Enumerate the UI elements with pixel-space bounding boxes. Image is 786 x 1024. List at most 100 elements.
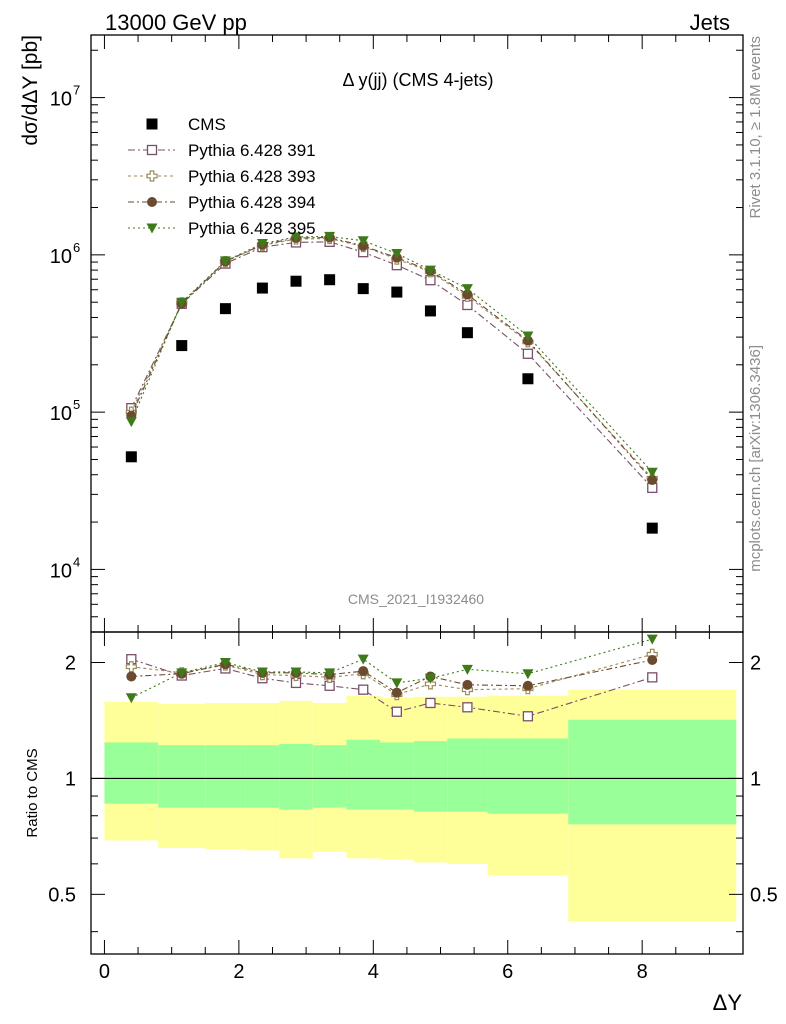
cms-data-point <box>357 283 369 295</box>
cms-data-point <box>324 274 336 286</box>
mc-series-4-point <box>256 239 268 250</box>
green-band <box>205 745 246 808</box>
ratio-series-3-point <box>126 671 137 682</box>
legend-label: Pythia 6.428 395 <box>188 219 316 238</box>
green-band <box>312 745 347 808</box>
green-band <box>279 743 313 810</box>
x-tick-label: 0 <box>99 961 110 983</box>
ratio-series-2-line <box>131 653 653 696</box>
cms-data-point <box>125 451 137 463</box>
ratio-series-4-point <box>219 657 231 668</box>
ratio-series-2-point <box>125 661 137 673</box>
mc-series-1-line <box>130 241 653 489</box>
mc-series-4-point <box>324 231 336 242</box>
legend-label: Pythia 6.428 391 <box>188 141 316 160</box>
ratio-plot-panel: 0.5 0.5 1 1 2 2 0 2 4 6 8 Ratio to CMS ΔY <box>24 631 778 1015</box>
y-tick-label-exponent: 5 <box>73 397 80 412</box>
y-tick-label: 10 <box>50 403 72 425</box>
cms-data-point <box>461 327 473 339</box>
green-band <box>158 745 206 808</box>
ratio-series-2-point <box>424 678 437 690</box>
plot-title: Δ y(jj) (CMS 4-jets) <box>342 70 493 90</box>
ratio-series-4-point <box>125 693 137 704</box>
ratio-y-tick-label: 1 <box>65 768 76 790</box>
ratio-series-3-point <box>391 687 402 698</box>
x-axis-label: ΔY <box>713 990 743 1015</box>
main-plot-marks <box>125 231 658 534</box>
y-tick-label-exponent: 4 <box>73 554 80 569</box>
legend-marker <box>146 118 158 130</box>
ratio-series-4-line <box>131 638 653 699</box>
mc-series-4-point <box>646 467 658 478</box>
mc-series-4-point <box>125 417 137 428</box>
ratio-series-1-point <box>462 702 473 713</box>
ratio-series-3-line <box>131 659 653 694</box>
ratio-y-tick-label-right: 2 <box>750 652 761 674</box>
ratio-plot-marks <box>125 634 658 722</box>
header-left: 13000 GeV pp <box>105 10 247 35</box>
x-tick-label: 6 <box>502 961 513 983</box>
ratio-series-4-point <box>461 664 473 675</box>
mc-series-4-point <box>290 232 302 243</box>
ratio-series-4-point <box>176 668 188 679</box>
ratio-series-4-point <box>357 654 369 665</box>
green-band <box>568 719 737 825</box>
ratio-series-1-line <box>131 658 653 717</box>
ratio-series-1-point <box>522 711 534 722</box>
ratio-y-tick-label-right: 1 <box>750 768 761 790</box>
green-band <box>245 745 280 808</box>
mc-series-4-point <box>357 236 369 247</box>
ratio-plot-axes: 0.5 0.5 1 1 2 2 0 2 4 6 8 <box>48 632 778 983</box>
uncertainty-bands <box>91 689 743 922</box>
ratio-y-tick-label: 0.5 <box>48 884 76 906</box>
ratio-series-1-point <box>425 697 436 709</box>
mc-series-1-point <box>522 348 534 359</box>
mc-series-4-point <box>391 249 403 260</box>
ratio-y-axis-label: Ratio to CMS <box>24 748 41 837</box>
cms-data-point <box>256 282 268 294</box>
cms-data-point <box>646 522 658 534</box>
legend-label: Pythia 6.428 393 <box>188 167 316 186</box>
ratio-series-1-point <box>391 706 402 717</box>
header-right: Jets <box>690 10 730 35</box>
y-tick-label: 10 <box>50 89 72 111</box>
main-y-axis-label: dσ/dΔY [pb] <box>19 35 42 146</box>
green-band <box>447 738 488 812</box>
mc-series-4-line <box>130 235 653 473</box>
y-tick-label-exponent: 7 <box>73 83 80 98</box>
y-tick-label: 10 <box>50 246 72 268</box>
legend-marker <box>147 197 157 207</box>
mc-series-4-point <box>522 331 534 342</box>
x-tick-label: 2 <box>233 961 244 983</box>
legend-label: Pythia 6.428 394 <box>188 193 316 212</box>
legend-label: CMS <box>188 115 226 134</box>
mc-series-4-point <box>176 297 188 308</box>
ratio-series-3-point <box>462 679 473 690</box>
ratio-series-1-point <box>358 684 369 695</box>
green-band <box>104 742 159 804</box>
ratio-series-4-point <box>256 667 268 678</box>
mc-series-3-point <box>462 289 473 300</box>
cms-data-point <box>424 305 436 317</box>
mc-series-3-line <box>130 236 653 481</box>
rivet-label: Rivet 3.1.10, ≥ 1.8M events <box>747 36 764 219</box>
mc-series-4-point <box>219 256 231 267</box>
ratio-series-4-point <box>324 668 336 679</box>
cms-data-point <box>176 340 188 352</box>
ratio-series-4-point <box>424 673 436 684</box>
legend: CMS Pythia 6.428 391 Pythia 6.428 393 Pythi… <box>128 115 316 238</box>
cms-data-point <box>522 373 534 385</box>
mc-series-4-point <box>424 265 436 276</box>
legend-marker <box>146 144 158 156</box>
ratio-y-tick-label-right: 0.5 <box>750 884 778 906</box>
x-tick-label: 4 <box>368 961 379 983</box>
cms-data-point <box>290 275 302 287</box>
green-band <box>346 739 381 810</box>
green-band <box>413 741 448 812</box>
ratio-series-4-point <box>646 634 658 645</box>
ratio-plot-frame <box>90 631 744 955</box>
ratio-y-tick-label: 2 <box>65 652 76 674</box>
